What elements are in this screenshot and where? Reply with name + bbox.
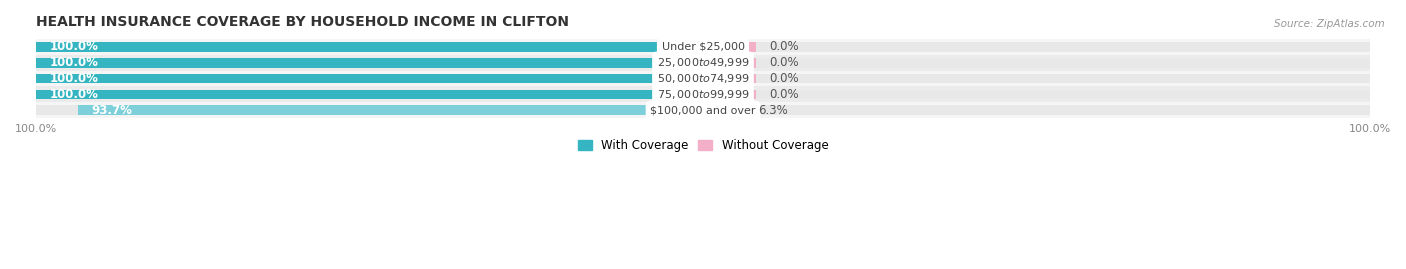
Bar (37, 90, 703, 99)
Text: $25,000 to $49,999: $25,000 to $49,999 (657, 56, 749, 69)
Text: 6.3%: 6.3% (758, 104, 789, 117)
Text: Source: ZipAtlas.com: Source: ZipAtlas.com (1274, 19, 1385, 29)
Text: 100.0%: 100.0% (49, 56, 98, 69)
Text: 0.0%: 0.0% (769, 88, 800, 101)
Text: $50,000 to $74,999: $50,000 to $74,999 (657, 72, 749, 85)
Text: 0.0%: 0.0% (769, 56, 800, 69)
Text: 100.0%: 100.0% (49, 88, 98, 101)
Text: Under $25,000: Under $25,000 (661, 42, 745, 52)
Legend: With Coverage, Without Coverage: With Coverage, Without Coverage (572, 134, 834, 157)
Bar (37, 90, 1369, 99)
Bar (37, 39, 1369, 55)
Bar (37, 70, 1369, 86)
Text: 100.0%: 100.0% (49, 40, 98, 53)
Bar (703, 90, 756, 99)
Bar (37, 102, 1369, 118)
Bar (37, 55, 1369, 70)
Text: 0.0%: 0.0% (769, 72, 800, 85)
Bar (37, 58, 1369, 68)
Text: $100,000 and over: $100,000 and over (650, 105, 756, 115)
Bar (37, 58, 703, 68)
Text: $75,000 to $99,999: $75,000 to $99,999 (657, 88, 749, 101)
Bar (37, 42, 1369, 52)
Text: 93.7%: 93.7% (91, 104, 132, 117)
Text: 100.0%: 100.0% (49, 72, 98, 85)
Bar (37, 42, 703, 52)
Bar (37, 105, 1369, 115)
Text: 0.0%: 0.0% (769, 40, 800, 53)
Bar (703, 42, 756, 52)
Bar (703, 74, 756, 83)
Bar (37, 74, 703, 83)
Bar (79, 105, 703, 115)
Bar (703, 105, 745, 115)
Bar (703, 58, 756, 68)
Text: HEALTH INSURANCE COVERAGE BY HOUSEHOLD INCOME IN CLIFTON: HEALTH INSURANCE COVERAGE BY HOUSEHOLD I… (37, 15, 569, 29)
Bar (37, 74, 1369, 83)
Bar (37, 86, 1369, 102)
